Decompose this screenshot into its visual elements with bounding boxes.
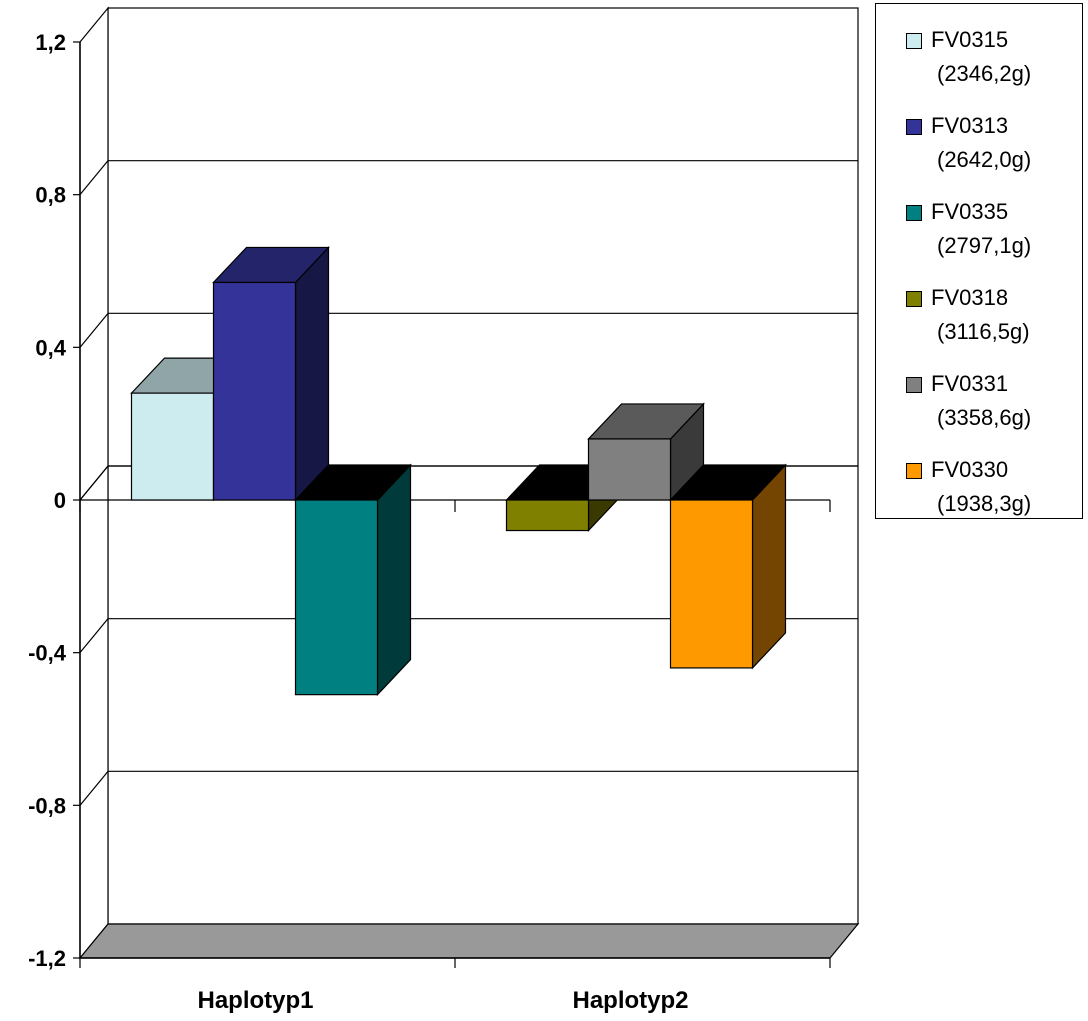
y-tick-label: 0,8 [35,183,66,208]
bar-FV0330 [669,499,754,669]
legend-swatch [906,205,922,221]
legend-swatch [906,33,922,49]
legend-series-name: FV0313 [931,113,1009,138]
y-tick-label: 1,2 [35,30,66,55]
gridline-side [79,770,109,806]
legend-series-weight: (2797,1g) [937,233,1032,258]
legend-swatch [906,377,922,393]
y-tick-label: -1,2 [28,946,66,971]
legend-series-name: FV0335 [931,199,1009,224]
legend-series-name: FV0331 [931,371,1009,396]
bar-FV0318 [505,499,590,532]
bar-side-FV0313 [294,245,330,502]
y-tick-label: -0,8 [28,793,66,818]
bar-FV0335 [294,499,379,696]
y-tick-label: 0 [54,488,66,513]
legend-series-weight: (2346,2g) [937,61,1032,86]
legend-series-weight: (2642,0g) [937,147,1032,172]
legend: FV0315 (2346,2g) FV0313 (2642,0g) FV0335 (279… [875,3,1083,519]
bar-FV0313 [212,281,297,501]
legend-series-name: FV0330 [931,457,1009,482]
legend-series-weight: (3358,6g) [937,405,1032,430]
y-tick-label: 0,4 [35,335,66,360]
bar-FV0315 [130,392,215,501]
legend-swatch [906,119,922,135]
gridline-side [79,312,109,348]
legend-series-name: FV0315 [931,27,1009,52]
bar-FV0331 [587,438,672,501]
legend-series-weight: (1938,3g) [937,491,1032,516]
legend-series-weight: (3116,5g) [937,319,1030,344]
x-tick-label: Haplotyp1 [197,987,313,1014]
bar-side-FV0335 [376,463,412,697]
legend-swatch [906,463,922,479]
gridline-side [79,618,109,654]
y-tick-label: -0,4 [28,641,67,666]
floor [78,923,860,959]
zero-plane-side [79,465,109,501]
legend-series-name: FV0318 [931,285,1009,310]
x-tick-label: Haplotyp2 [572,987,688,1014]
gridline-side [79,160,109,196]
legend-swatch [906,291,922,307]
